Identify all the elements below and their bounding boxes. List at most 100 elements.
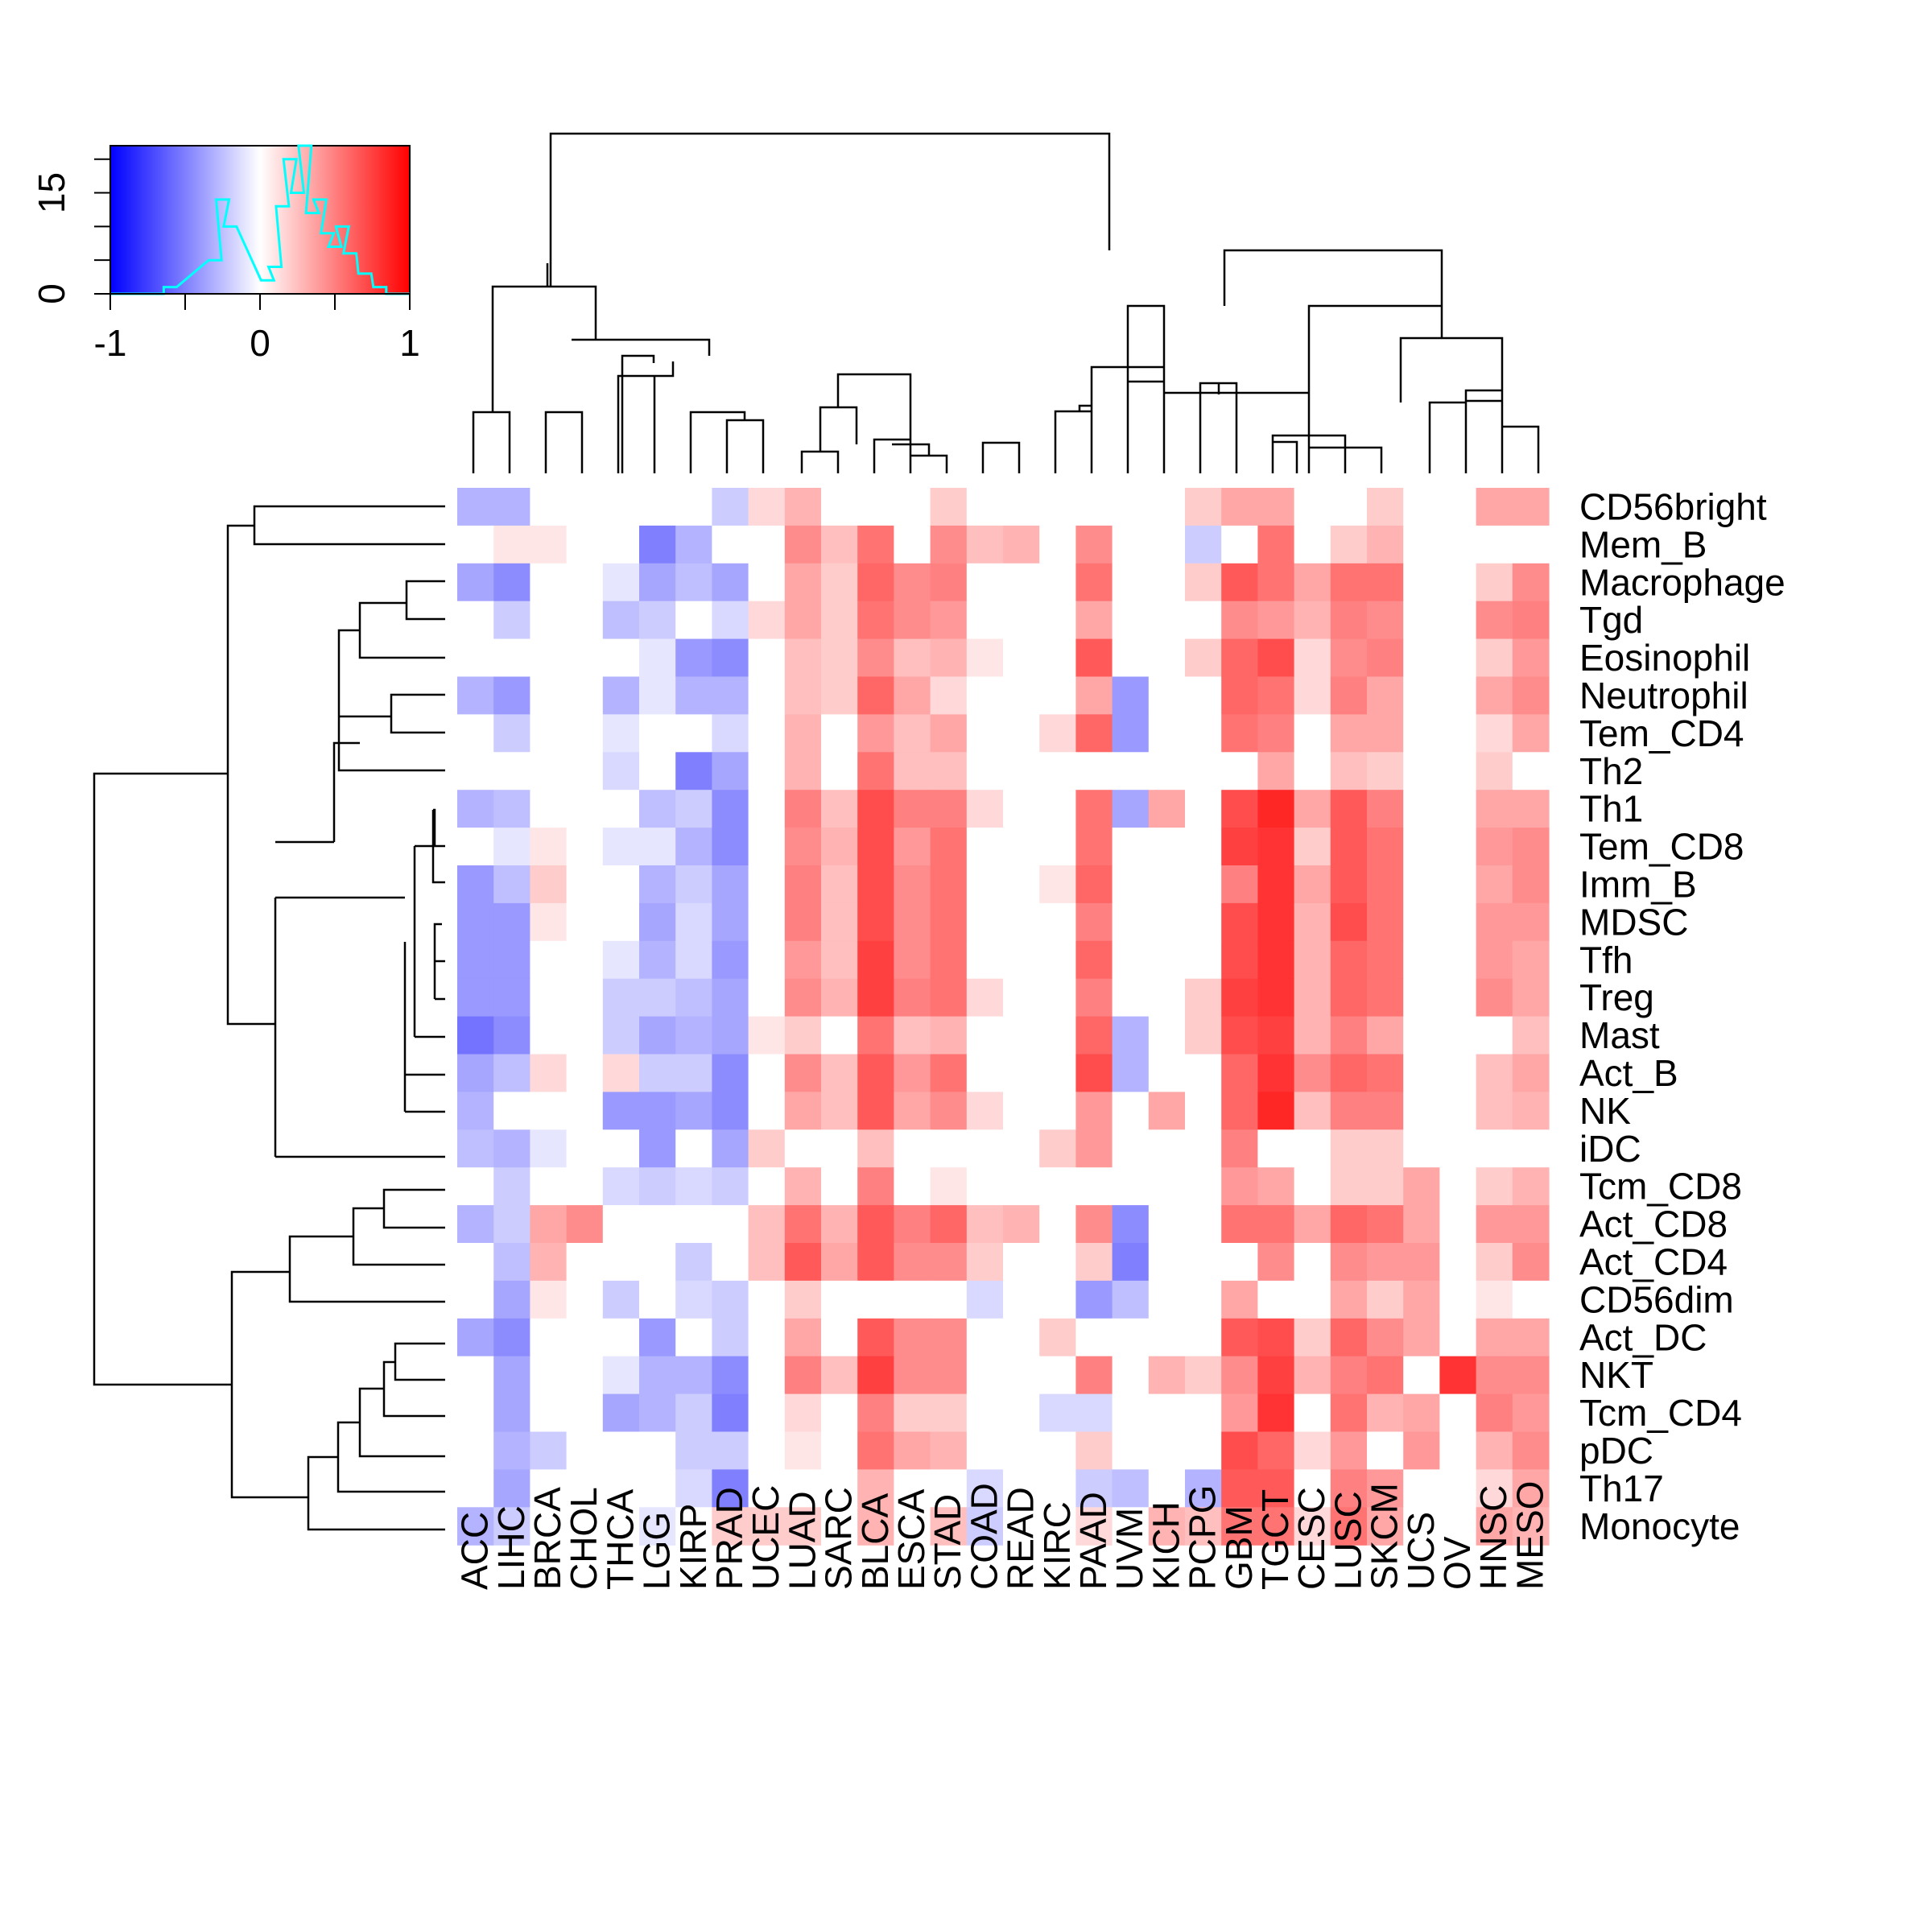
heatmap-cell — [1476, 828, 1513, 866]
heatmap-cell — [602, 1469, 640, 1508]
heatmap-cell — [1294, 790, 1331, 828]
heatmap-cell — [457, 790, 494, 828]
heatmap-cell — [530, 1393, 568, 1433]
heatmap-cell — [1112, 902, 1150, 942]
heatmap-cell — [894, 638, 931, 678]
heatmap-cell — [1476, 790, 1513, 828]
heatmap-cell — [1330, 1092, 1368, 1130]
heatmap-cell — [602, 1167, 640, 1206]
heatmap-cell — [784, 940, 822, 980]
heatmap-cell — [748, 488, 786, 526]
heatmap-cell — [1294, 940, 1331, 980]
heatmap-cell — [1185, 752, 1222, 791]
heatmap-cell — [1367, 714, 1404, 753]
heatmap-cell — [602, 1243, 640, 1282]
row-label: Macrophage — [1579, 561, 1785, 603]
heatmap-cell — [1257, 828, 1295, 866]
heatmap-cell — [530, 940, 568, 980]
heatmap-cell — [457, 1469, 494, 1508]
heatmap-cell — [1003, 1356, 1040, 1395]
column-label: KIRC — [1036, 1501, 1078, 1590]
heatmap-cell — [1221, 525, 1258, 564]
heatmap-cell — [1367, 1092, 1404, 1130]
heatmap-cell — [930, 1393, 968, 1433]
heatmap-cell — [457, 1129, 494, 1168]
heatmap-cell — [784, 676, 822, 715]
heatmap-cell — [1257, 601, 1295, 640]
heatmap-cell — [966, 978, 1004, 1018]
heatmap-cell — [1294, 1243, 1331, 1282]
heatmap-cell — [1039, 1393, 1076, 1433]
heatmap-cell — [894, 790, 931, 828]
heatmap-cell — [1367, 752, 1404, 791]
heatmap-cell — [894, 1507, 931, 1546]
heatmap-cell — [566, 601, 604, 640]
heatmap-cell — [1221, 1205, 1258, 1244]
heatmap-cell — [784, 1092, 822, 1130]
heatmap-cell — [1075, 714, 1113, 753]
heatmap-cell — [894, 902, 931, 942]
heatmap-cell — [966, 1092, 1004, 1130]
heatmap-cell — [821, 865, 858, 904]
heatmap-cell — [930, 525, 968, 564]
heatmap-cell — [639, 714, 676, 753]
heatmap-cell — [1075, 676, 1113, 715]
heatmap-cell — [1039, 1507, 1076, 1546]
heatmap-cell — [1330, 865, 1368, 904]
heatmap-cell — [493, 1318, 530, 1357]
row-label: Tfh — [1579, 939, 1633, 980]
heatmap-cell — [639, 1243, 676, 1282]
heatmap-cell — [821, 1431, 858, 1470]
heatmap-cell — [821, 940, 858, 980]
heatmap-cell — [1367, 1356, 1404, 1395]
heatmap-cell — [1185, 1205, 1222, 1244]
heatmap-cell — [1367, 940, 1404, 980]
heatmap-cell — [1367, 1431, 1404, 1470]
heatmap-cell — [1403, 790, 1440, 828]
heatmap-cell — [1003, 638, 1040, 678]
heatmap-cell — [602, 865, 640, 904]
heatmap-cell — [1112, 865, 1150, 904]
heatmap-cell — [1403, 1054, 1440, 1092]
heatmap-cell — [1403, 978, 1440, 1018]
heatmap-cell — [894, 1016, 931, 1055]
heatmap-cell — [1112, 601, 1150, 640]
heatmap-cell — [1003, 978, 1040, 1018]
heatmap-cell — [1039, 1129, 1076, 1168]
heatmap-cell — [602, 638, 640, 678]
heatmap-cell — [966, 1469, 1004, 1508]
heatmap-cell — [821, 1469, 858, 1508]
heatmap-cell — [493, 525, 530, 564]
column-label: SARC — [818, 1487, 860, 1590]
heatmap-cell — [857, 676, 894, 715]
heatmap-cell — [1294, 902, 1331, 942]
heatmap-cell — [1257, 676, 1295, 715]
heatmap-cell — [1439, 978, 1477, 1018]
heatmap-cell — [894, 488, 931, 526]
heatmap-cell — [1439, 1054, 1477, 1092]
heatmap-cell — [1294, 1356, 1331, 1395]
heatmap-cell — [1439, 714, 1477, 753]
heatmap-cell — [493, 1243, 530, 1282]
heatmap-cell — [1367, 1205, 1404, 1244]
heatmap-cell — [1112, 752, 1150, 791]
row-label: Imm_B — [1579, 864, 1697, 906]
heatmap-cell — [821, 1393, 858, 1433]
row-label: Th17 — [1579, 1468, 1664, 1509]
column-label: READ — [1000, 1487, 1042, 1590]
heatmap-cell — [639, 1054, 676, 1092]
heatmap-cell — [930, 1092, 968, 1130]
heatmap-cell — [930, 563, 968, 602]
heatmap-cell — [1039, 940, 1076, 980]
heatmap-cell — [1294, 1469, 1331, 1508]
heatmap-cell — [784, 714, 822, 753]
heatmap-cell — [1439, 601, 1477, 640]
heatmap-cell — [1257, 1469, 1295, 1508]
column-labels: ACCLIHCBRCACHOLTHCALGGKIRPPRADUCECLUADSA… — [454, 1481, 1551, 1590]
heatmap-cell — [1403, 1318, 1440, 1357]
heatmap-cell — [748, 1318, 786, 1357]
heatmap-cell — [966, 638, 1004, 678]
heatmap-cell — [1512, 940, 1550, 980]
row-label: Mast — [1579, 1014, 1660, 1056]
heatmap-cell — [1294, 752, 1331, 791]
